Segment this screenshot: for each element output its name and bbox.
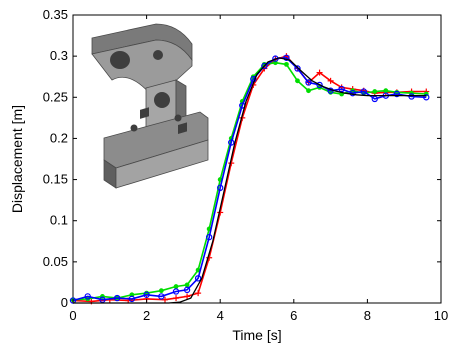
y-tick-label: 0.2	[50, 130, 68, 145]
x-tick-label: 4	[217, 308, 224, 323]
data-point	[158, 293, 165, 300]
data-point	[173, 295, 180, 302]
data-point	[408, 93, 415, 100]
data-point	[195, 290, 202, 297]
y-tick-label: 0.05	[43, 254, 68, 269]
data-point	[216, 184, 224, 191]
data-point	[113, 294, 121, 302]
y-tick-label: 0.25	[43, 89, 68, 104]
x-tick-label: 2	[143, 308, 150, 323]
plot-area: 0 2 4 6 8 10 0 0.05 0.1 0.15 0.2 0.25 0.3 0.35	[43, 7, 449, 323]
data-point	[184, 282, 190, 288]
data-point	[194, 275, 202, 282]
x-tick-label: 10	[434, 308, 448, 323]
data-point	[393, 90, 401, 98]
x-tick-label: 0	[69, 308, 76, 323]
data-point	[316, 69, 323, 76]
x-axis-label: Time [s]	[232, 327, 281, 343]
x-tick-label: 8	[364, 308, 371, 323]
data-point	[338, 85, 345, 93]
data-point	[283, 54, 290, 61]
data-point	[158, 288, 164, 294]
data-point	[228, 139, 235, 146]
data-point	[173, 284, 179, 289]
data-point	[284, 61, 289, 67]
y-axis-ticks: 0 0.05 0.1 0.15 0.2 0.25 0.3 0.35	[43, 7, 441, 310]
data-point	[162, 296, 168, 303]
x-tick-label: 6	[290, 308, 297, 323]
data-point	[205, 233, 213, 241]
data-point	[306, 88, 311, 94]
part-hole-small-left	[130, 124, 138, 132]
part-hole-left	[110, 51, 130, 69]
part-hole-center	[154, 92, 170, 108]
data-point	[294, 65, 301, 72]
part-slot-left	[140, 107, 149, 119]
data-point	[372, 89, 378, 94]
y-tick-label: 0.3	[50, 48, 68, 63]
y-tick-label: 0.1	[50, 213, 68, 228]
y-tick-label: 0	[61, 295, 68, 310]
part-hole-top	[153, 50, 163, 60]
data-point	[184, 293, 191, 300]
data-point	[99, 296, 106, 303]
data-point	[371, 95, 378, 103]
data-point	[327, 77, 334, 84]
x-axis-ticks: 0 2 4 6 8 10	[69, 15, 448, 323]
series-line-0	[73, 57, 427, 304]
y-axis-label: Displacement [m]	[9, 105, 25, 213]
data-point	[128, 295, 136, 303]
part-slot-right	[178, 122, 187, 134]
y-tick-label: 0.35	[43, 7, 68, 22]
data-point	[183, 286, 191, 294]
data-point	[172, 288, 180, 295]
part-hole-small-right	[174, 114, 182, 122]
data-point	[383, 88, 389, 94]
data-point	[349, 89, 356, 97]
data-point	[295, 78, 300, 84]
data-point	[360, 88, 367, 95]
data-point	[305, 79, 312, 86]
data-point	[143, 291, 150, 298]
data-point	[84, 293, 91, 300]
data-point	[261, 62, 268, 70]
data-point	[316, 81, 323, 89]
data-point	[423, 94, 430, 101]
mechanical-part-inset	[91, 23, 209, 189]
y-tick-label: 0.15	[43, 172, 68, 187]
